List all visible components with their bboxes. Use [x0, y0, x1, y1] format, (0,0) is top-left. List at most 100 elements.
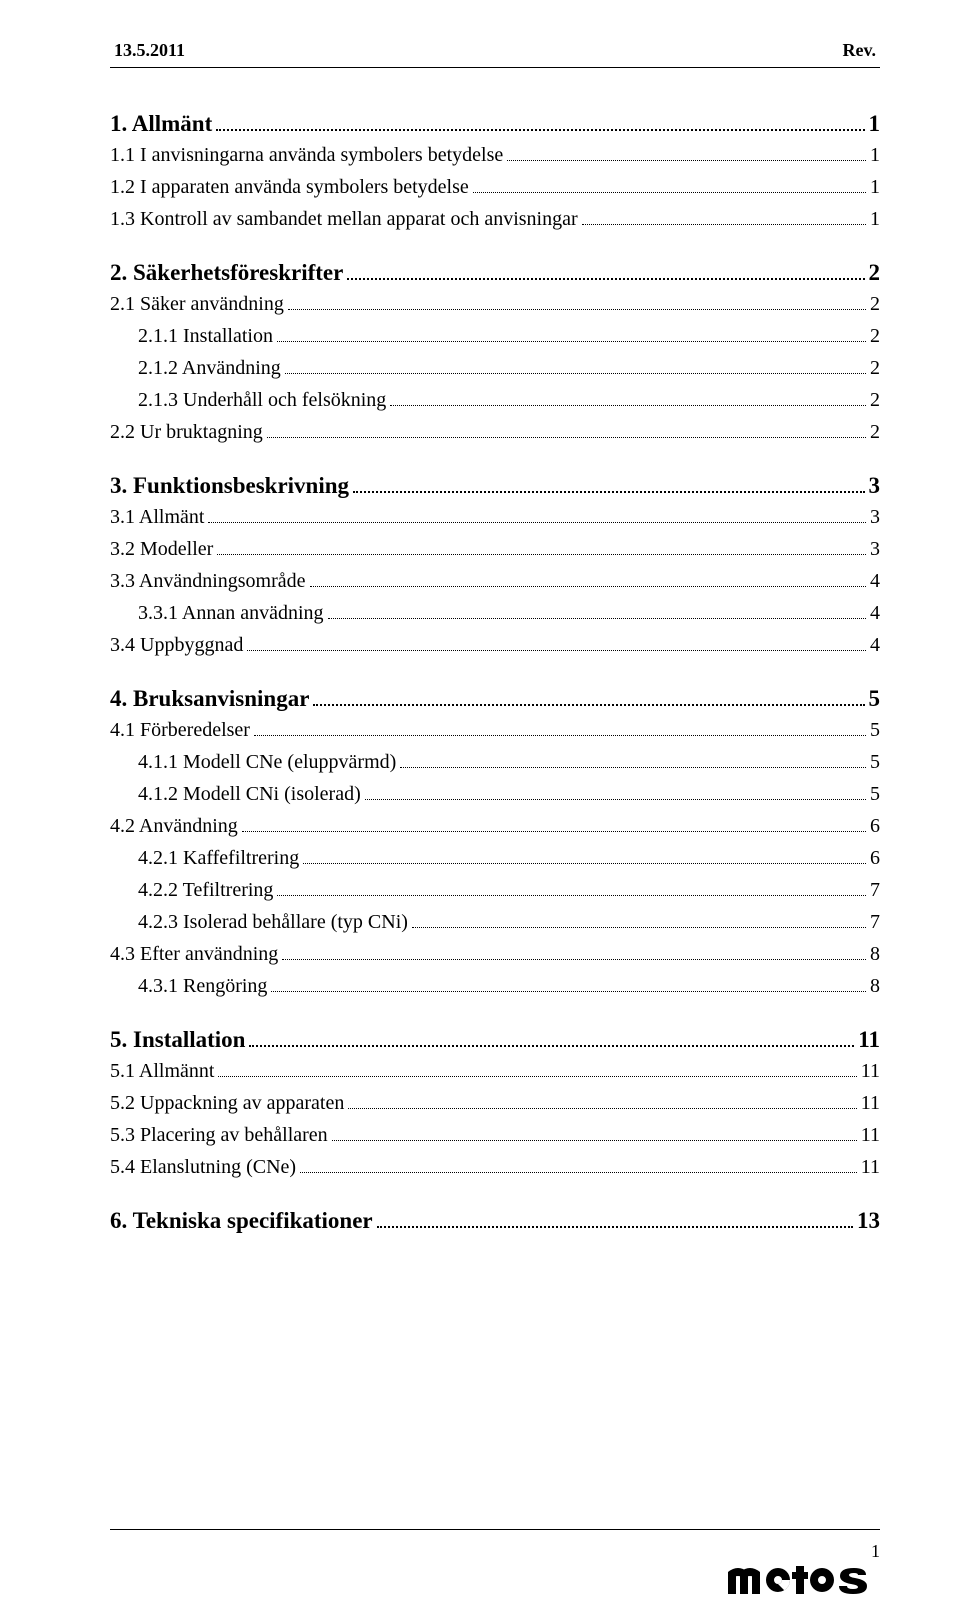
toc-leader-dots	[347, 267, 864, 280]
toc-page: 13	[857, 1205, 880, 1236]
toc-row: 4.3 Efter användning 8	[110, 938, 880, 970]
toc-page: 4	[870, 597, 880, 629]
toc-row: 2.1.3 Underhåll och felsökning 2	[110, 384, 880, 416]
toc-label: 4.3 Efter användning	[110, 938, 278, 970]
toc-label: 5.2 Uppackning av apparaten	[110, 1087, 344, 1119]
toc-leader-dots	[249, 1035, 854, 1048]
toc-label: 4.1 Förberedelser	[110, 714, 250, 746]
toc-leader-dots	[507, 150, 866, 161]
toc-page: 6	[870, 842, 880, 874]
toc-page: 11	[861, 1087, 880, 1119]
toc-label: 5.4 Elanslutning (CNe)	[110, 1151, 296, 1183]
toc-label: 4.1.1 Modell CNe (eluppvärmd)	[138, 746, 396, 778]
toc-row: 3.1 Allmänt 3	[110, 501, 880, 533]
footer-rule	[110, 1529, 880, 1530]
toc-leader-dots	[303, 853, 866, 864]
toc-leader-dots	[242, 821, 866, 832]
toc-row: 5.2 Uppackning av apparaten 11	[110, 1087, 880, 1119]
toc-row: 1.3 Kontroll av sambandet mellan apparat…	[110, 203, 880, 235]
toc-page: 5	[869, 683, 881, 714]
toc-leader-dots	[254, 725, 866, 736]
toc-label: 2.2 Ur bruktagning	[110, 416, 263, 448]
toc-page: 2	[869, 257, 881, 288]
toc-label: 3.2 Modeller	[110, 533, 213, 565]
document-page: 13.5.2011 Rev. 1. Allmänt11.1 I anvisnin…	[0, 0, 960, 1622]
toc-page: 8	[870, 938, 880, 970]
toc-leader-dots	[310, 576, 866, 587]
toc-leader-dots	[332, 1130, 857, 1141]
toc-row: 3. Funktionsbeskrivning3	[110, 470, 880, 501]
toc-label: 3.1 Allmänt	[110, 501, 204, 533]
toc-page: 4	[870, 565, 880, 597]
toc-label: 5.1 Allmännt	[110, 1055, 214, 1087]
toc-label: 4. Bruksanvisningar	[110, 683, 309, 714]
toc-row: 4.2.3 Isolerad behållare (typ CNi) 7	[110, 906, 880, 938]
toc-leader-dots	[300, 1162, 857, 1173]
toc-label: 1.2 I apparaten använda symbolers betyde…	[110, 171, 469, 203]
toc-leader-dots	[267, 427, 866, 438]
toc-row: 1. Allmänt1	[110, 108, 880, 139]
toc-row: 5.3 Placering av behållaren 11	[110, 1119, 880, 1151]
toc-page: 2	[870, 288, 880, 320]
toc-label: 5. Installation	[110, 1024, 245, 1055]
toc-label: 4.2.1 Kaffefiltrering	[138, 842, 299, 874]
toc-label: 4.2.3 Isolerad behållare (typ CNi)	[138, 906, 408, 938]
toc-page: 1	[870, 139, 880, 171]
toc-row: 4.2.1 Kaffefiltrering 6	[110, 842, 880, 874]
toc-row: 3.3 Användningsområde4	[110, 565, 880, 597]
toc-row: 4.2 Användning6	[110, 810, 880, 842]
toc-row: 3.2 Modeller3	[110, 533, 880, 565]
metos-logo-icon	[728, 1566, 878, 1600]
toc-leader-dots	[216, 118, 864, 131]
toc-leader-dots	[390, 395, 866, 406]
toc-label: 2.1.3 Underhåll och felsökning	[138, 384, 386, 416]
toc-page: 6	[870, 810, 880, 842]
toc-page: 3	[869, 470, 881, 501]
toc-label: 2. Säkerhetsföreskrifter	[110, 257, 343, 288]
toc-page: 11	[861, 1055, 880, 1087]
toc-leader-dots	[400, 757, 866, 768]
toc-page: 3	[870, 501, 880, 533]
toc-page: 11	[861, 1151, 880, 1183]
toc-page: 7	[870, 906, 880, 938]
toc-leader-dots	[217, 544, 866, 555]
toc-row: 2.2 Ur bruktagning2	[110, 416, 880, 448]
toc-leader-dots	[277, 885, 866, 896]
toc-page: 11	[858, 1024, 880, 1055]
toc-label: 2.1.1 Installation	[138, 320, 273, 352]
toc-label: 5.3 Placering av behållaren	[110, 1119, 328, 1151]
toc-row: 1.2 I apparaten använda symbolers betyde…	[110, 171, 880, 203]
toc-label: 2.1 Säker användning	[110, 288, 284, 320]
toc-leader-dots	[473, 182, 866, 193]
toc-row: 2.1.1 Installation2	[110, 320, 880, 352]
toc-label: 3.4 Uppbyggnad	[110, 629, 243, 661]
toc-row: 2.1.2 Användning 2	[110, 352, 880, 384]
page-number: 1	[871, 1541, 880, 1562]
toc-page: 4	[870, 629, 880, 661]
toc-leader-dots	[285, 363, 866, 374]
toc-page: 5	[870, 714, 880, 746]
header-date: 13.5.2011	[114, 40, 185, 61]
toc-row: 4.1.2 Modell CNi (isolerad) 5	[110, 778, 880, 810]
toc-row: 4.2.2 Tefiltrering7	[110, 874, 880, 906]
toc-leader-dots	[277, 331, 866, 342]
toc-row: 5.4 Elanslutning (CNe) 11	[110, 1151, 880, 1183]
brand-logo	[728, 1566, 878, 1600]
toc-label: 2.1.2 Användning	[138, 352, 281, 384]
toc-row: 4.1 Förberedelser 5	[110, 714, 880, 746]
toc-page: 7	[870, 874, 880, 906]
toc-page: 5	[870, 778, 880, 810]
toc-page: 2	[870, 384, 880, 416]
toc-page: 11	[861, 1119, 880, 1151]
toc-row: 1.1 I anvisningarna använda symbolers be…	[110, 139, 880, 171]
toc-row: 4. Bruksanvisningar 5	[110, 683, 880, 714]
header-rev: Rev.	[843, 40, 877, 61]
toc-leader-dots	[582, 214, 866, 225]
toc-page: 2	[870, 352, 880, 384]
toc-label: 4.1.2 Modell CNi (isolerad)	[138, 778, 361, 810]
toc-leader-dots	[282, 949, 866, 960]
toc-page: 1	[870, 171, 880, 203]
toc-page: 8	[870, 970, 880, 1002]
toc-leader-dots	[313, 694, 864, 707]
toc-label: 6. Tekniska specifikationer	[110, 1205, 373, 1236]
